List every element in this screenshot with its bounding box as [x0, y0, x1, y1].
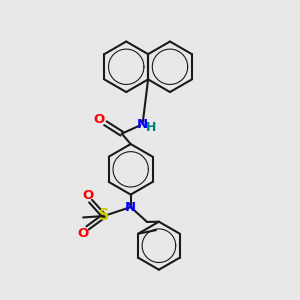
Text: S: S: [99, 208, 109, 224]
Text: N: N: [125, 201, 136, 214]
Text: O: O: [82, 189, 93, 202]
Text: O: O: [93, 113, 104, 126]
Text: H: H: [146, 121, 157, 134]
Text: O: O: [77, 227, 89, 240]
Text: N: N: [137, 118, 148, 130]
